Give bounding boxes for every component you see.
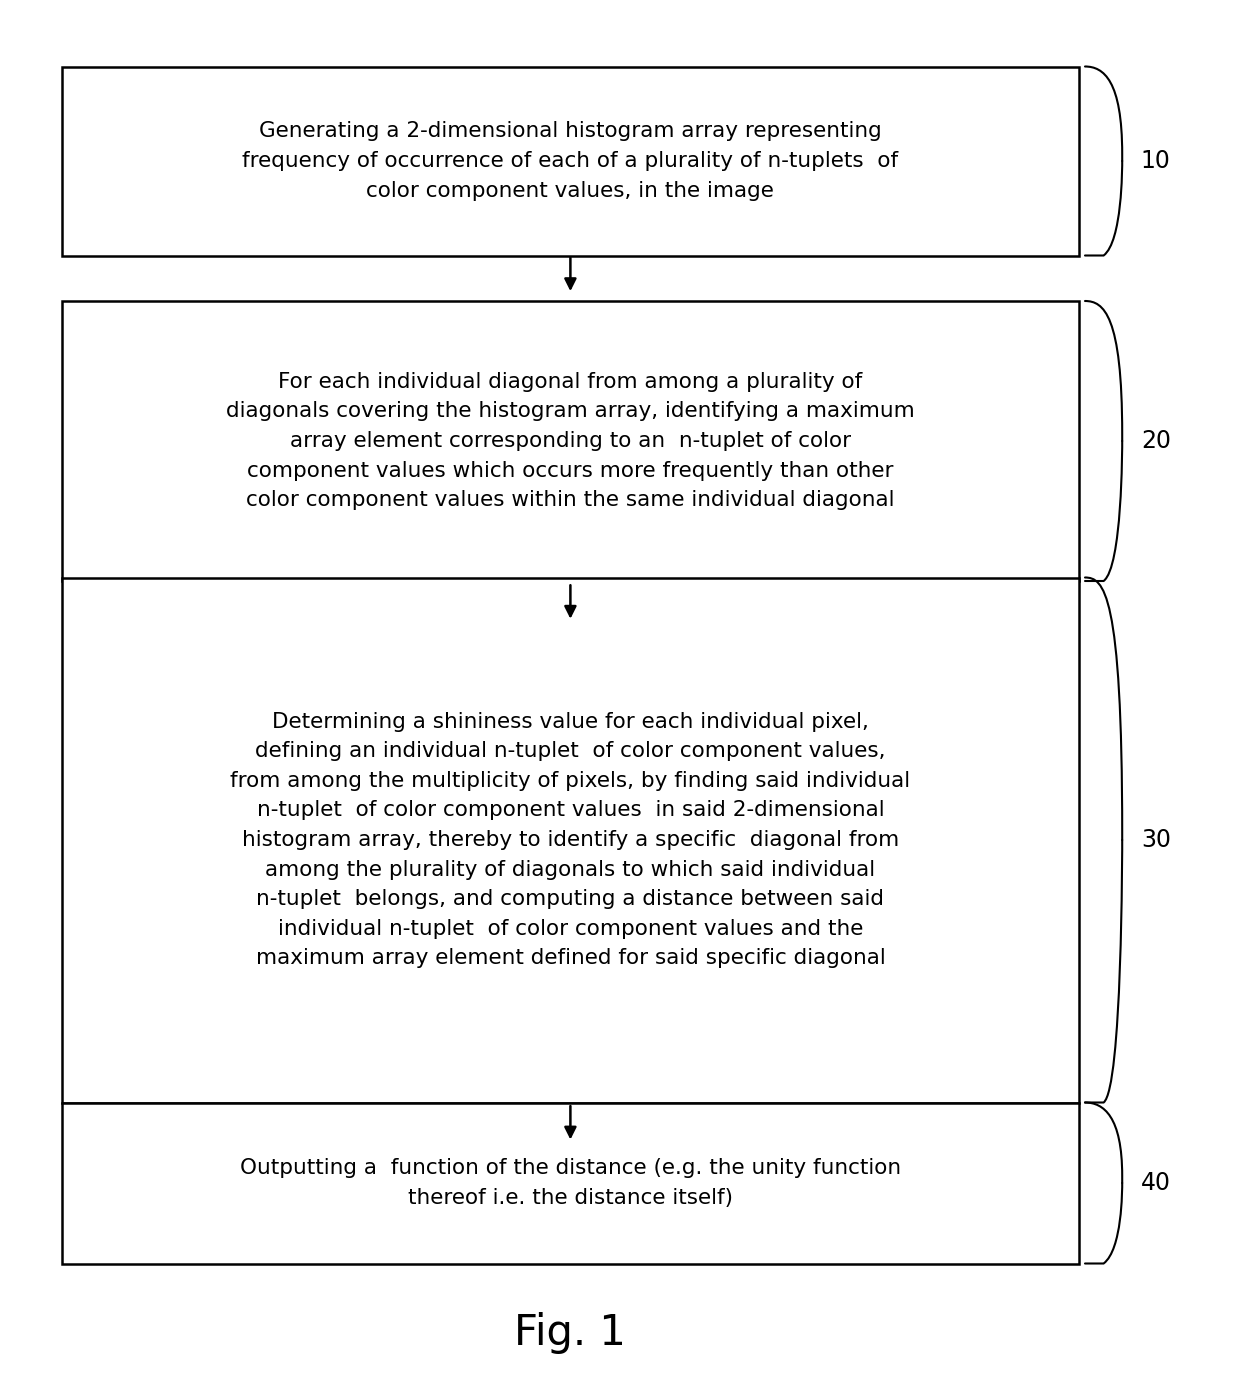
FancyBboxPatch shape	[62, 1103, 1079, 1263]
Text: 20: 20	[1141, 428, 1171, 454]
Text: 40: 40	[1141, 1170, 1171, 1196]
FancyBboxPatch shape	[62, 66, 1079, 255]
FancyBboxPatch shape	[62, 301, 1079, 581]
Text: Determining a shininess value for each individual pixel,
defining an individual : Determining a shininess value for each i…	[231, 711, 910, 969]
Text: Fig. 1: Fig. 1	[515, 1312, 626, 1354]
Text: For each individual diagonal from among a plurality of
diagonals covering the hi: For each individual diagonal from among …	[226, 372, 915, 510]
Text: Outputting a  function of the distance (e.g. the unity function
thereof i.e. the: Outputting a function of the distance (e…	[239, 1158, 901, 1208]
FancyBboxPatch shape	[62, 577, 1079, 1103]
Text: 10: 10	[1141, 148, 1171, 174]
Text: Generating a 2-dimensional histogram array representing
frequency of occurrence : Generating a 2-dimensional histogram arr…	[242, 122, 899, 200]
Text: 30: 30	[1141, 827, 1171, 853]
